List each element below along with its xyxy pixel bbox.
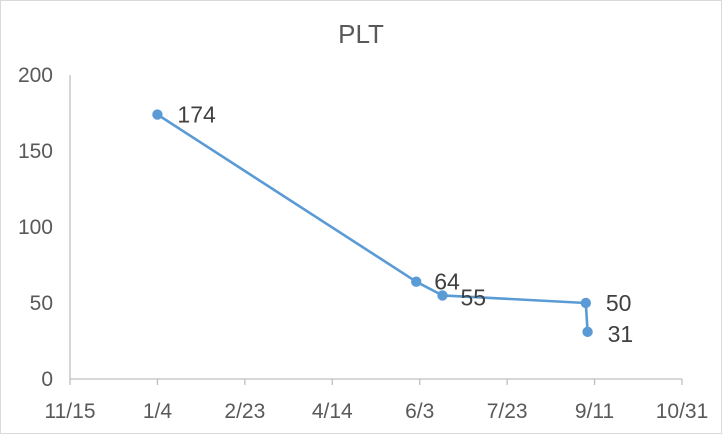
data-point [582, 326, 593, 338]
data-point [152, 109, 163, 120]
data-point [411, 276, 422, 287]
x-tick-label: 10/31 [656, 400, 709, 423]
data-point [437, 290, 448, 301]
data-label: 64 [434, 269, 460, 295]
series-layer [152, 109, 593, 338]
x-tick-label: 9/11 [575, 400, 614, 423]
x-tick-label: 6/3 [405, 400, 434, 423]
y-axis-ticks: 0 50 100 150 200 [18, 64, 53, 391]
x-axis-ticks: 11/15 1/4 2/23 4/14 6/3 7/23 9/11 10/31 [45, 379, 709, 423]
y-tick-label: 50 [30, 292, 53, 315]
x-tick-label: 1/4 [143, 400, 173, 423]
chart-title: PLT [338, 19, 384, 49]
x-tick-label: 2/23 [224, 400, 265, 423]
series-line [156, 113, 589, 332]
x-tick-label: 11/15 [45, 400, 96, 423]
data-label: 174 [177, 102, 216, 128]
x-tick-label: 7/23 [487, 400, 528, 423]
y-tick-label: 150 [18, 140, 53, 163]
data-label: 50 [606, 290, 632, 316]
data-label: 55 [460, 284, 486, 310]
data-point [580, 297, 592, 309]
x-tick-label: 4/14 [312, 400, 353, 423]
y-tick-label: 200 [18, 64, 53, 87]
data-label: 31 [608, 321, 634, 347]
y-tick-label: 100 [18, 216, 53, 239]
y-tick-label: 0 [41, 368, 53, 391]
